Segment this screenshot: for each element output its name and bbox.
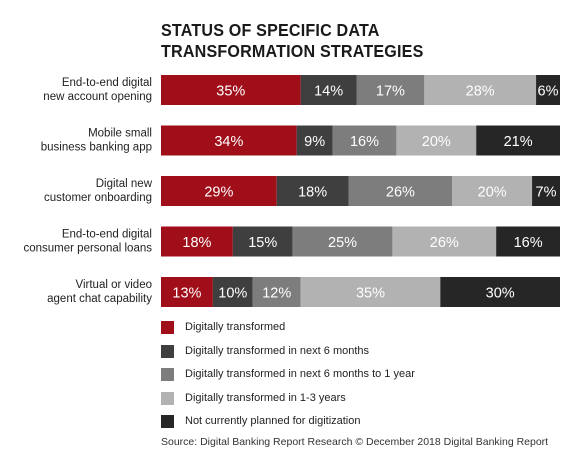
legend-swatch: [161, 321, 174, 334]
bar-segment: [496, 226, 560, 257]
legend-swatch: [161, 368, 174, 381]
bar-segment: [161, 226, 233, 257]
bar-segment: [212, 277, 253, 307]
bar-segment: [252, 277, 301, 307]
bar-segment: [396, 125, 477, 156]
bar-segment: [232, 226, 293, 257]
legend-swatch: [161, 415, 174, 428]
bar-segment: [424, 75, 537, 105]
bar-segment: [296, 125, 333, 156]
category-label: End-to-end digital consumer personal loan…: [24, 229, 153, 255]
category-label: End-to-end digital new account opening: [43, 77, 152, 103]
legend-label: Digitally transformed in next 6 months: [185, 344, 370, 357]
data-label: 20%: [478, 185, 507, 201]
data-label: 26%: [386, 185, 415, 201]
data-label: 21%: [504, 134, 533, 150]
data-label: 14%: [314, 84, 343, 100]
data-label: 17%: [376, 84, 405, 100]
data-label: 6%: [538, 84, 559, 100]
data-label: 15%: [248, 235, 277, 251]
data-label: 30%: [486, 286, 515, 302]
data-label: 26%: [430, 235, 459, 251]
data-label: 20%: [422, 134, 451, 150]
category-label: Mobile small business banking app: [41, 128, 152, 154]
bar-segment: [161, 277, 213, 307]
bar-segment: [161, 176, 277, 206]
data-label: 16%: [514, 235, 543, 251]
bar-segment: [536, 75, 560, 105]
data-label: 10%: [218, 286, 247, 302]
bar-segment: [332, 125, 397, 156]
bar-segment: [452, 176, 533, 206]
bar-segment: [532, 176, 560, 206]
bar-segment: [356, 75, 425, 105]
data-label: 28%: [466, 84, 495, 100]
data-label: 29%: [204, 185, 233, 201]
data-label: 13%: [172, 286, 201, 302]
data-label: 35%: [356, 286, 385, 302]
legend-swatch: [161, 344, 174, 358]
data-label: 18%: [298, 185, 327, 201]
bar-segment: [161, 125, 297, 156]
legend-label: Digitally transformed: [185, 321, 286, 333]
bar-segment: [348, 176, 453, 206]
data-label: 16%: [350, 134, 379, 150]
legend-label: Not currently planned for digitization: [185, 415, 361, 427]
data-label: 9%: [304, 134, 325, 150]
bar-segment: [276, 176, 349, 206]
data-label: 18%: [182, 235, 211, 251]
data-label: 34%: [214, 134, 243, 150]
bar-segment: [300, 75, 357, 105]
bar-segment: [300, 277, 441, 307]
bar-segment: [440, 277, 560, 307]
source-note: Source: Digital Banking Report Research …: [161, 436, 549, 448]
bar-segment: [392, 226, 497, 257]
data-label: 25%: [328, 235, 357, 251]
legend-swatch: [161, 391, 174, 405]
chart-title: STATUS OF SPECIFIC DATA TRANSFORMATION S…: [161, 20, 424, 61]
bar-segment: [161, 75, 301, 105]
bar-segment: [292, 226, 393, 257]
legend-label: Digitally transformed in 1-3 years: [185, 391, 346, 404]
category-label: Digital new customer onboarding: [44, 178, 153, 204]
category-label: Virtual or video agent chat capability: [47, 279, 152, 305]
data-label: 35%: [216, 84, 245, 100]
bar-segment: [476, 125, 560, 156]
legend-label: Digitally transformed in next 6 months t…: [185, 368, 415, 380]
data-label: 12%: [262, 286, 291, 302]
data-label: 7%: [536, 185, 557, 201]
